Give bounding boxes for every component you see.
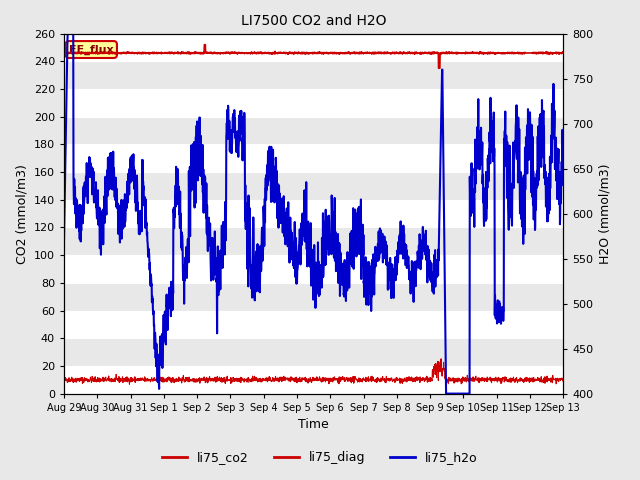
Bar xyxy=(64,311,563,338)
Bar xyxy=(64,144,563,172)
Bar xyxy=(64,200,563,228)
Bar xyxy=(64,117,563,144)
Y-axis label: H2O (mmol/m3): H2O (mmol/m3) xyxy=(599,163,612,264)
Bar xyxy=(64,366,563,394)
Bar xyxy=(64,89,563,117)
Text: EE_flux: EE_flux xyxy=(69,44,114,55)
X-axis label: Time: Time xyxy=(298,418,329,431)
Bar xyxy=(64,172,563,200)
Legend: li75_co2, li75_diag, li75_h2o: li75_co2, li75_diag, li75_h2o xyxy=(157,446,483,469)
Y-axis label: CO2 (mmol/m3): CO2 (mmol/m3) xyxy=(15,164,28,264)
Bar xyxy=(64,283,563,311)
Bar xyxy=(64,255,563,283)
Bar xyxy=(64,61,563,89)
Bar xyxy=(64,338,563,366)
Bar xyxy=(64,228,563,255)
Title: LI7500 CO2 and H2O: LI7500 CO2 and H2O xyxy=(241,14,387,28)
Bar xyxy=(64,34,563,61)
